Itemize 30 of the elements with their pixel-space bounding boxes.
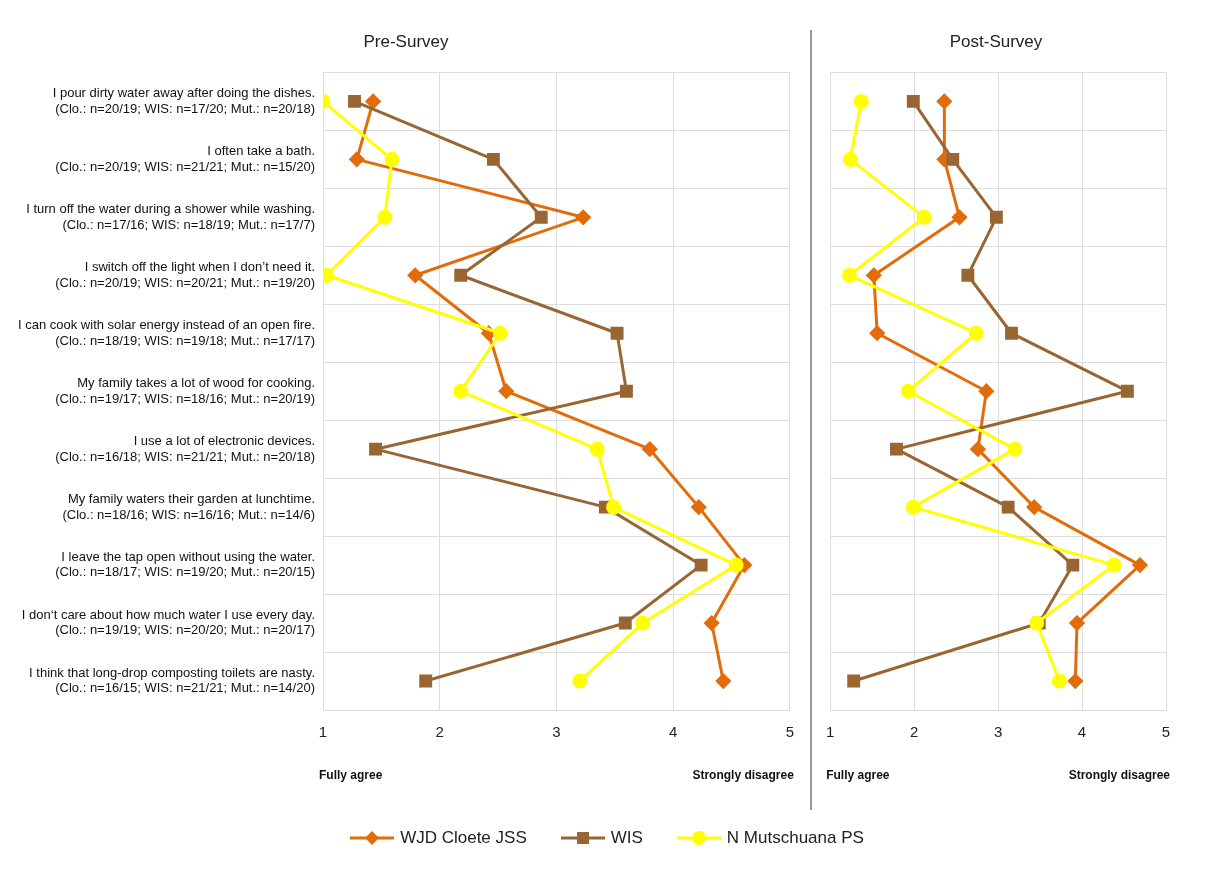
- x-tick-label: 4: [1077, 723, 1087, 741]
- y-tick-label: I pour dirty water away after doing the dishes. (Clo.: n=20/19; WIS: n=17/20; Mut.: n=20/18): [52, 85, 316, 116]
- x-tick-label: 5: [785, 723, 794, 741]
- x-tick-label: 3: [993, 723, 1003, 741]
- legend-label: N Mutschuana PS: [726, 828, 864, 848]
- x-tick-label: 4: [668, 723, 678, 741]
- x-tick-label: 2: [909, 723, 919, 741]
- x-tick-label: 5: [1161, 723, 1171, 741]
- y-tick-label: My family takes a lot of wood for cooking. (Clo.: n=19/17; WIS: n=18/16; Mut.: n=20/19): [55, 374, 316, 406]
- y-tick-label: I think that long-drop composting toilets are nasty. (Clo.: n=16/15; WIS: n=21/21; Mut.: n=14/20): [29, 664, 316, 696]
- chart-title: Post-Survey: [949, 31, 1043, 51]
- y-tick-label: I use a lot of electronic devices. (Clo.: n=16/18; WIS: n=21/21; Mut.: n=20/18): [55, 432, 316, 464]
- x-tick-label: 3: [552, 723, 561, 741]
- y-tick-label: I turn off the water during a shower while washing. (Clo.: n=17/16; WIS: n=18/19; Mut.: n=17/7): [26, 201, 316, 232]
- text: Fully agree: [319, 768, 383, 783]
- chart-title: Pre-Survey: [363, 31, 450, 51]
- x-tick-label: 2: [435, 723, 444, 741]
- y-tick-label: I don‘t care about how much water I use every day. (Clo.: n=19/19; WIS: n=20/20; Mut.: n=20/17): [21, 606, 316, 638]
- x-tick-label: 1: [826, 723, 835, 741]
- y-tick-label: I often take a bath. (Clo.: n=20/19; WIS: n=21/21; Mut.: n=15/20): [55, 143, 316, 174]
- text: Strongly disagree: [692, 768, 795, 783]
- y-tick-label: I can cook with solar energy instead of an open fire. (Clo.: n=18/19; WIS: n=19/18; Mut.: n=17/17): [17, 317, 316, 348]
- text: Fully agree: [826, 768, 890, 783]
- y-tick-label: I leave the tap open without using the water. (Clo.: n=18/17; WIS: n=19/20; Mut.: n=20/15): [55, 548, 316, 580]
- y-tick-label: I switch off the light when I don’t need it. (Clo.: n=20/19; WIS: n=20/21; Mut.: n=19/20): [55, 259, 316, 290]
- y-tick-label: My family waters their garden at lunchtime. (Clo.: n=18/16; WIS: n=16/16; Mut.: n=14/6): [62, 490, 316, 522]
- x-tick-label: 1: [318, 723, 328, 741]
- legend-label: WJD Cloete JSS: [400, 828, 527, 848]
- legend-label: WIS: [610, 828, 643, 848]
- text: Strongly disagree: [1068, 768, 1171, 783]
